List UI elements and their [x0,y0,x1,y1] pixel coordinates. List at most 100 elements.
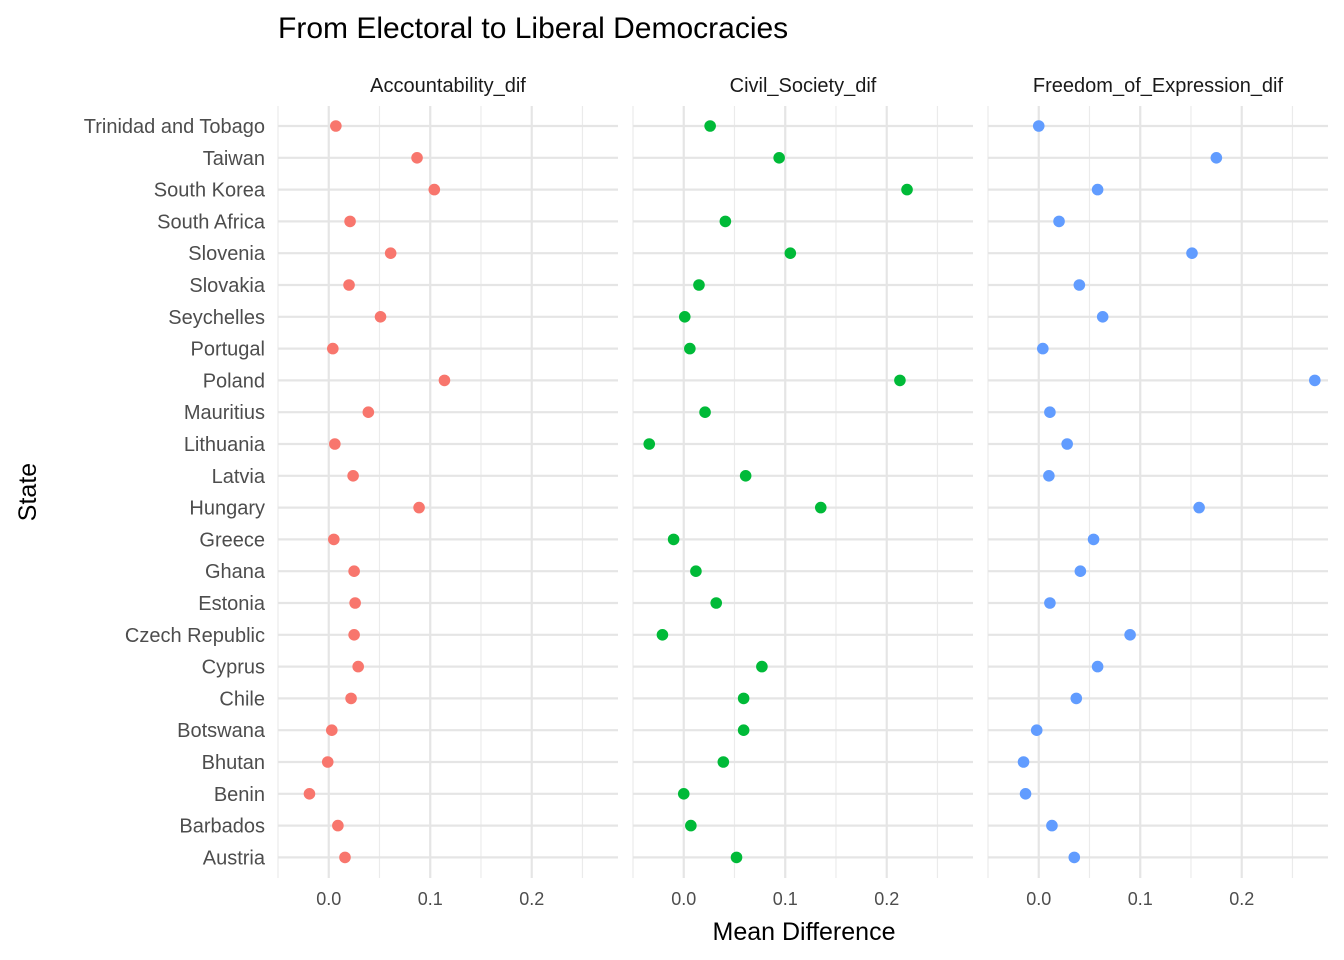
data-point [784,247,797,259]
y-tick-label: Estonia [198,593,266,615]
data-point [814,501,827,514]
data-point [345,692,357,705]
data-point [374,311,387,323]
x-tick-label: 0.0 [316,889,341,909]
y-tick-label: Botswana [177,720,266,742]
data-point [332,819,344,832]
data-point [349,597,361,609]
y-tick-label: Trinidad and Tobago [84,116,265,138]
data-point [1037,342,1049,355]
data-point [730,851,743,864]
y-tick-label: Chile [219,688,265,710]
chart-title: From Electoral to Liberal Democracies [278,12,788,45]
data-point [643,438,656,450]
y-tick-label: Benin [214,784,265,806]
data-point [413,501,425,514]
data-point [328,533,340,546]
data-point [325,724,338,736]
data-point [343,279,355,291]
panel-0: Accountability_dif 0.0 0.1 0.2 [277,75,618,909]
x-tick-label: 0.1 [1128,889,1153,909]
y-tick-label: Latvia [212,466,266,488]
data-point [1053,215,1065,228]
data-point [1074,565,1087,577]
data-point [699,406,711,419]
data-point [348,629,360,641]
data-point [321,756,334,768]
data-point [347,470,359,482]
data-point [685,819,697,832]
y-tick-label: Bhutan [202,752,265,774]
y-tick-label: Slovenia [188,243,266,265]
y-tick-label: Hungary [189,498,265,520]
y-tick-label: Portugal [191,339,266,361]
data-point [339,851,351,864]
data-point [1032,120,1045,132]
data-point [773,152,785,164]
facet-label: Civil_Society_dif [730,75,877,97]
y-tick-label: Slovakia [189,275,265,297]
data-point [1030,724,1043,736]
data-point [1124,629,1136,641]
x-tick-label: 0.1 [418,889,443,909]
data-point [704,120,716,132]
y-tick-label: Cyprus [202,657,265,679]
data-point [710,597,723,609]
data-point [411,152,423,164]
data-point [344,215,356,228]
y-tick-label: Mauritius [184,402,265,424]
y-tick-label: Taiwan [203,148,265,170]
data-point [1309,374,1321,387]
data-point [1017,756,1030,768]
data-point [656,629,669,641]
data-point [677,788,690,800]
data-point [1193,501,1205,514]
x-axis-title: Mean Difference [713,918,896,946]
facet-label: Freedom_of_Expression_dif [1033,75,1284,97]
data-point [1073,279,1086,291]
data-point [901,183,913,196]
data-point [1061,438,1073,450]
y-axis-title: State [14,463,42,521]
data-point [1096,311,1109,323]
data-point [384,247,397,259]
panel-2: Freedom_of_Expression_dif 0.0 0.1 0.2 [987,75,1328,909]
y-tick-label: Barbados [179,816,265,838]
data-point [1019,788,1032,800]
x-tick-label: 0.2 [1229,889,1254,909]
panel-1: Civil_Society_dif 0.0 0.1 0.2 [632,75,973,909]
data-point [1070,692,1083,705]
y-tick-label: Greece [199,529,265,551]
data-point [756,660,768,673]
data-point [1068,851,1081,864]
data-point [1091,660,1104,673]
data-point [678,311,691,323]
y-tick-label: Lithuania [184,434,266,456]
y-tick-label: South Korea [154,180,266,202]
data-point [894,374,906,387]
y-tick-label: Austria [203,847,266,869]
data-point [717,756,730,768]
data-point [438,374,451,387]
data-point [1210,152,1223,164]
data-point [1044,597,1056,609]
y-tick-label: South Africa [157,211,266,233]
data-point [1044,406,1056,419]
x-tick-label: 0.1 [773,889,798,909]
data-point [690,565,702,577]
y-tick-label: Czech Republic [125,625,265,647]
x-tick-label: 0.0 [671,889,696,909]
data-point [684,342,696,355]
y-tick-label: Seychelles [168,307,265,329]
x-tick-label: 0.2 [874,889,899,909]
data-point [348,565,360,577]
data-point [1091,183,1104,196]
data-point [428,183,441,196]
data-point [1186,247,1198,259]
data-point [329,438,341,450]
data-point [327,342,339,355]
y-tick-label: Ghana [205,561,266,583]
